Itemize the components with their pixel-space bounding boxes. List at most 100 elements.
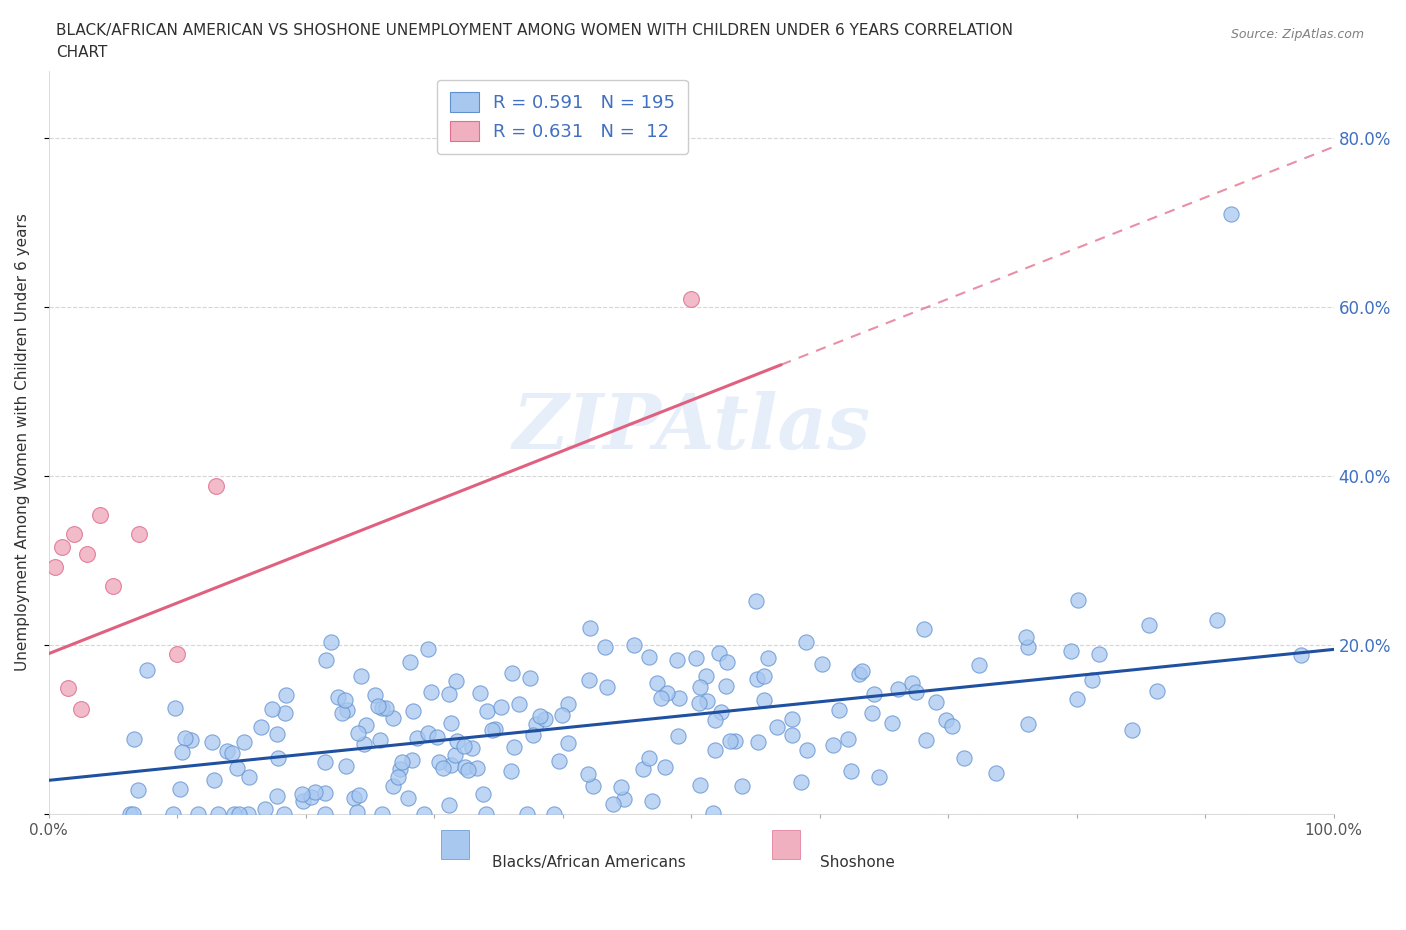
Point xyxy=(314,754,336,769)
Point xyxy=(810,657,832,671)
Point xyxy=(201,735,224,750)
Point xyxy=(291,787,314,802)
Point xyxy=(204,479,226,494)
Point xyxy=(1015,630,1038,644)
Point xyxy=(623,638,645,653)
Point xyxy=(524,717,547,732)
Point xyxy=(314,806,336,821)
Point xyxy=(381,711,404,725)
FancyBboxPatch shape xyxy=(772,830,800,858)
Point xyxy=(187,806,209,821)
Point xyxy=(1291,647,1313,662)
Point xyxy=(668,691,690,706)
Point xyxy=(641,793,664,808)
Text: Shoshone: Shoshone xyxy=(820,855,894,870)
Point xyxy=(766,720,789,735)
Point xyxy=(461,740,484,755)
Point xyxy=(638,649,661,664)
Point xyxy=(328,689,350,704)
Point xyxy=(371,701,394,716)
Point xyxy=(905,684,928,699)
Point xyxy=(315,653,337,668)
Point xyxy=(122,731,145,746)
Point xyxy=(468,685,491,700)
Point xyxy=(444,747,467,762)
Point xyxy=(851,663,873,678)
Point xyxy=(266,726,288,741)
Point xyxy=(602,797,624,812)
Point xyxy=(702,806,724,821)
Point xyxy=(402,703,425,718)
Point xyxy=(650,691,672,706)
Point xyxy=(1017,640,1039,655)
Point xyxy=(724,734,747,749)
Point xyxy=(579,621,602,636)
Point xyxy=(681,291,703,306)
Point xyxy=(465,761,488,776)
Point xyxy=(101,578,124,593)
Point xyxy=(557,736,579,751)
Point xyxy=(901,676,924,691)
Point xyxy=(557,697,579,711)
Point xyxy=(217,744,239,759)
Point xyxy=(396,790,419,805)
Point xyxy=(689,680,711,695)
Point xyxy=(718,734,741,749)
Point xyxy=(731,778,754,793)
Point xyxy=(371,806,394,821)
Point xyxy=(1081,672,1104,687)
Point xyxy=(868,770,890,785)
Point xyxy=(165,700,187,715)
Point xyxy=(121,806,143,821)
Point xyxy=(685,651,707,666)
Point xyxy=(353,737,375,751)
Point xyxy=(709,645,731,660)
Point xyxy=(752,692,775,707)
Point xyxy=(233,734,256,749)
Point xyxy=(576,766,599,781)
Text: CHART: CHART xyxy=(56,45,108,60)
Point xyxy=(367,698,389,713)
Point xyxy=(1219,207,1241,222)
Point xyxy=(794,634,817,649)
Y-axis label: Unemployment Among Women with Children Under 6 years: Unemployment Among Women with Children U… xyxy=(15,214,30,671)
Point xyxy=(180,733,202,748)
Point xyxy=(1121,723,1143,737)
Point xyxy=(516,806,538,821)
Point xyxy=(481,723,503,737)
Point xyxy=(267,751,290,765)
Point xyxy=(63,526,86,541)
Point xyxy=(655,685,678,700)
Point xyxy=(274,706,297,721)
Point xyxy=(128,526,150,541)
Point xyxy=(399,654,422,669)
Point xyxy=(336,702,359,717)
Point xyxy=(299,790,322,804)
Point xyxy=(453,738,475,753)
Point xyxy=(228,806,250,821)
Point xyxy=(1087,646,1109,661)
Point xyxy=(887,682,910,697)
Point xyxy=(610,780,633,795)
Point xyxy=(333,693,356,708)
Point xyxy=(413,806,436,821)
Text: ZIPAtlas: ZIPAtlas xyxy=(512,391,870,465)
Point xyxy=(645,676,668,691)
Point xyxy=(350,668,373,683)
Point xyxy=(416,726,439,741)
Point xyxy=(44,559,66,574)
Point xyxy=(274,687,297,702)
Point xyxy=(502,739,524,754)
Point xyxy=(860,705,883,720)
Point xyxy=(745,671,768,686)
Point xyxy=(703,742,725,757)
Point xyxy=(534,711,557,726)
Point xyxy=(162,806,184,821)
Point xyxy=(935,712,957,727)
Point xyxy=(330,706,353,721)
Point xyxy=(837,732,859,747)
Point xyxy=(127,782,149,797)
Point xyxy=(912,621,935,636)
Point xyxy=(754,669,776,684)
Point xyxy=(170,745,193,760)
